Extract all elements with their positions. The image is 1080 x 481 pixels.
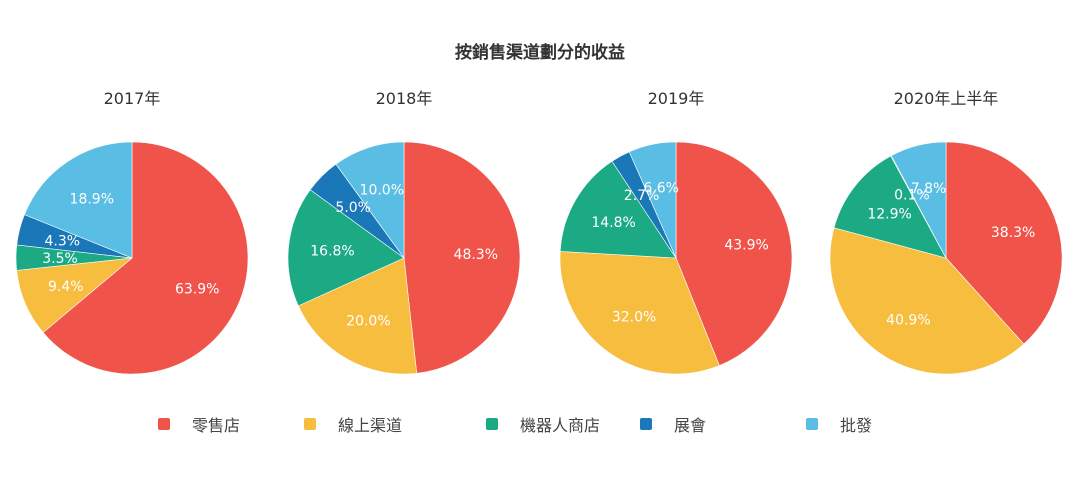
pie-4: 2020年上半年 38.3% 40.9% 12.9% 0.1%7.8%: [829, 89, 1063, 375]
legend-item: 零售店: [158, 410, 240, 438]
pie-1: 2017年 63.9% 9.4% 3.5% 4.3% 18.9%: [15, 89, 249, 375]
pie-title: 2020年上半年: [894, 89, 999, 108]
chart-title: 按銷售渠道劃分的收益: [455, 43, 625, 63]
slice-label: 32.0%: [612, 309, 656, 325]
pie-slice: [42, 141, 249, 375]
legend-item: 機器人商店: [486, 410, 600, 438]
slice-label: 10.0%: [360, 183, 404, 199]
legend: 零售店 線上渠道 機器人商店 展會 批發: [0, 410, 1080, 438]
pie-slice: [24, 141, 133, 259]
pie-slice: [559, 160, 677, 259]
pie-slice: [297, 257, 418, 375]
legend-item: 展會: [640, 410, 706, 438]
slice-label: 48.3%: [454, 247, 498, 263]
pie-slice: [675, 141, 793, 366]
pie-slice: [890, 141, 947, 259]
slice-label: 2.7%: [624, 188, 660, 204]
legend-swatch: [486, 418, 498, 430]
pie-slice: [829, 227, 1025, 375]
pie-title: 2018年: [376, 89, 433, 108]
legend-label: 展會: [674, 416, 707, 435]
slice-label: 16.8%: [310, 244, 354, 260]
slice-label: 43.9%: [724, 237, 768, 253]
slice-label: 12.9%: [867, 206, 911, 222]
legend-swatch: [158, 418, 170, 430]
pie-2: 2018年 48.3% 20.0% 16.8% 5.0%10.0%: [287, 89, 521, 375]
legend-swatch: [640, 418, 652, 430]
pie-slice: [559, 251, 720, 375]
pie-slice: [403, 141, 521, 374]
slice-label: 7.8%: [911, 181, 947, 197]
legend-swatch: [806, 418, 818, 430]
slice-label: 6.6%: [643, 181, 679, 197]
slice-label: 63.9%: [175, 281, 219, 297]
legend-item: 線上渠道: [304, 410, 402, 438]
slice-label: 18.9%: [70, 191, 114, 207]
pie-slice: [945, 141, 1063, 345]
pie-title: 2019年: [648, 89, 705, 108]
pie-slice: [287, 189, 405, 307]
legend-label: 批發: [840, 416, 873, 435]
slice-label: 4.3%: [45, 233, 81, 249]
pie-charts: 2017年 63.9% 9.4% 3.5% 4.3% 18.9% 2018年 48.3% 20.…: [15, 89, 1063, 375]
slice-label: 38.3%: [991, 225, 1035, 241]
slice-label: 5.0%: [335, 200, 371, 216]
slice-label: 9.4%: [48, 279, 84, 295]
legend-label: 零售店: [192, 416, 241, 435]
legend-swatch: [304, 418, 316, 430]
slice-label: 20.0%: [346, 314, 390, 330]
slice-label: 3.5%: [42, 251, 78, 267]
pie-title: 2017年: [104, 89, 161, 108]
pie-slice: [628, 141, 677, 259]
pie-slice: [833, 155, 947, 259]
legend-label: 線上渠道: [338, 416, 403, 435]
legend-item: 批發: [806, 410, 872, 438]
slice-label: 14.8%: [591, 215, 635, 231]
legend-label: 機器人商店: [520, 416, 601, 435]
slice-label: 0.1%: [894, 188, 930, 204]
pie-3: 2019年 43.9% 32.0% 14.8% 2.7%6.6%: [559, 89, 793, 375]
slice-label: 40.9%: [886, 312, 930, 328]
pie-slice: [335, 141, 405, 259]
